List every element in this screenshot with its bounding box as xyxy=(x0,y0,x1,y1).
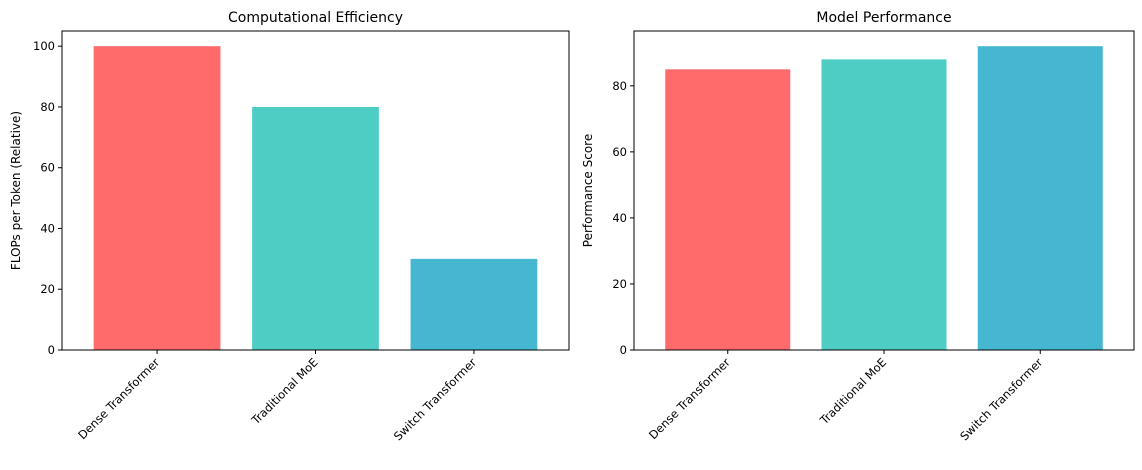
chart-panel-2: Model Performance 0 20 40 60 80 Dense Transfor… xyxy=(581,10,1135,443)
bar-switch-transformer xyxy=(977,46,1103,350)
bar-traditional-moe xyxy=(821,59,947,350)
y-tick-label: 20 xyxy=(40,282,55,296)
y-tick-label: 0 xyxy=(620,343,627,357)
y-tick-label: 80 xyxy=(40,100,55,114)
bar-dense-transformer xyxy=(93,46,221,350)
y-tick-label: 60 xyxy=(40,161,55,175)
bar-switch-transformer xyxy=(410,258,538,350)
y-tick-label: 100 xyxy=(33,39,55,53)
y-tick-label: 40 xyxy=(40,221,55,235)
y-tick-label: 60 xyxy=(612,145,627,159)
y-tick-label: 20 xyxy=(612,277,627,291)
chart-title: Computational Efficiency xyxy=(228,10,403,26)
x-tick-label: Dense Transformer xyxy=(646,355,733,442)
x-tick-label: Switch Transformer xyxy=(957,355,1045,443)
y-tick-label: 0 xyxy=(48,343,55,357)
x-tick-label: Dense Transformer xyxy=(75,355,162,442)
y-axis-label: FLOPs per Token (Relative) xyxy=(9,111,23,270)
bar-dense-transformer xyxy=(665,69,791,350)
x-tick-label: Switch Transformer xyxy=(391,355,479,443)
chart-panel-1: Computational Efficiency 0 20 40 60 80 100 Dens… xyxy=(9,10,570,443)
y-tick-label: 40 xyxy=(612,211,627,225)
y-axis-label: Performance Score xyxy=(581,134,595,247)
bar-traditional-moe xyxy=(252,106,379,350)
chart-title: Model Performance xyxy=(816,10,951,26)
x-tick-label: Traditional MoE xyxy=(816,355,889,428)
x-tick-label: Traditional MoE xyxy=(248,355,321,428)
y-tick-label: 80 xyxy=(612,79,627,93)
